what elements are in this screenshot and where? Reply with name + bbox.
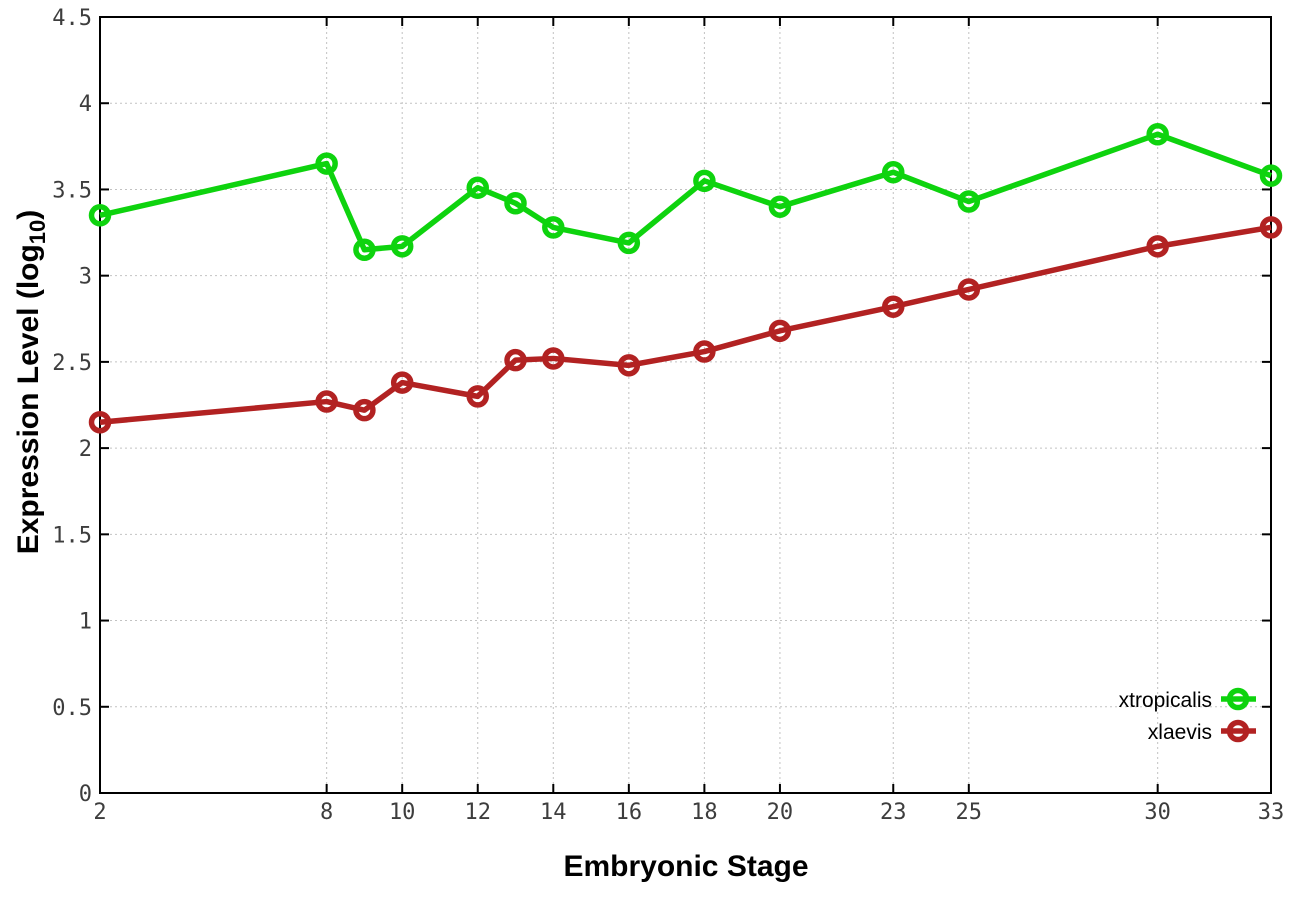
data-point-xtropicalis: [693, 169, 716, 193]
data-point-xtropicalis: [466, 176, 489, 199]
data-point-xlaevis: [88, 410, 112, 434]
data-point-xlaevis: [882, 295, 905, 318]
y-tick-label: 1.5: [52, 523, 92, 548]
data-point-xtropicalis: [882, 160, 905, 184]
data-point-xtropicalis: [88, 204, 112, 227]
data-point-xlaevis: [353, 398, 376, 422]
data-point-xtropicalis: [1146, 123, 1169, 146]
y-tick-label: 4: [79, 92, 92, 117]
x-tick-label: 25: [956, 800, 983, 825]
y-tick-label: 2.5: [52, 351, 92, 376]
x-tick-label: 2: [93, 800, 106, 825]
y-axis-title-subscript: 10: [25, 220, 50, 244]
data-point-xlaevis: [1146, 235, 1169, 258]
tick-layer: [99, 16, 1272, 794]
data-point-xtropicalis: [768, 195, 792, 218]
y-tick-label: 4.5: [52, 6, 92, 31]
data-point-xlaevis: [693, 340, 716, 363]
x-tick-label: 23: [880, 800, 907, 825]
series-line-xlaevis: [99, 224, 1272, 425]
data-point-xlaevis: [390, 371, 414, 394]
y-tick-label: 1: [79, 610, 92, 635]
tick-label-layer: 2 8 10 12 14 16 18 20 23 25 30 33 0 0.5 1 1.5 2 2.5 3 3.5 4 4…: [52, 6, 1284, 825]
plot-border: [99, 16, 1272, 794]
x-tick-label: 8: [320, 800, 333, 825]
y-axis-title: Expression Level (log10): [12, 210, 50, 555]
y-axis-title-prefix: Expression Level (log: [12, 244, 45, 554]
y-tick-label: 0.5: [52, 696, 92, 721]
series-line-xtropicalis: [99, 131, 1272, 253]
x-tick-label: 18: [691, 800, 718, 825]
y-axis-title-suffix: ): [12, 210, 45, 220]
x-axis-title: Embryonic Stage: [563, 850, 808, 883]
y-tick-label: 3: [79, 265, 92, 290]
data-point-xlaevis: [542, 347, 565, 370]
data-point-xtropicalis: [542, 216, 565, 239]
grid-layer: [100, 17, 1271, 793]
data-point-xlaevis: [504, 348, 527, 372]
x-tick-label: 12: [464, 800, 491, 825]
x-tick-label: 20: [767, 800, 794, 825]
data-point-xlaevis: [1259, 216, 1283, 239]
x-tick-label: 30: [1144, 800, 1171, 825]
legend-label-xlaevis: xlaevis: [1148, 721, 1212, 744]
data-point-xtropicalis: [504, 191, 527, 215]
data-point-xtropicalis: [617, 231, 641, 255]
x-tick-label: 10: [389, 800, 416, 825]
data-point-xlaevis: [617, 354, 641, 377]
plot-border-layer: [99, 16, 1272, 794]
y-tick-label: 3.5: [52, 178, 92, 203]
data-point-xtropicalis: [957, 190, 981, 213]
legend-marker-xlaevis-icon: [1226, 719, 1250, 743]
legend: xtropicalis xlaevis: [1119, 687, 1256, 744]
legend-marker-xtropicalis-icon: [1226, 687, 1250, 711]
data-point-xlaevis: [957, 278, 981, 301]
x-tick-label: 14: [540, 800, 567, 825]
legend-label-xtropicalis: xtropicalis: [1119, 689, 1212, 712]
x-tick-label: 16: [616, 800, 643, 825]
series-layer: [88, 123, 1283, 434]
data-point-xtropicalis: [353, 238, 376, 262]
data-point-xlaevis: [768, 319, 792, 343]
y-tick-label: 0: [79, 782, 92, 807]
data-point-xtropicalis: [1259, 164, 1283, 187]
data-point-xtropicalis: [315, 152, 338, 175]
data-point-xlaevis: [315, 390, 338, 413]
data-point-xtropicalis: [390, 235, 414, 258]
legend-marker-layer: [1221, 687, 1256, 743]
data-point-xlaevis: [466, 385, 489, 408]
y-tick-label: 2: [79, 437, 92, 462]
x-tick-label: 33: [1258, 800, 1285, 825]
